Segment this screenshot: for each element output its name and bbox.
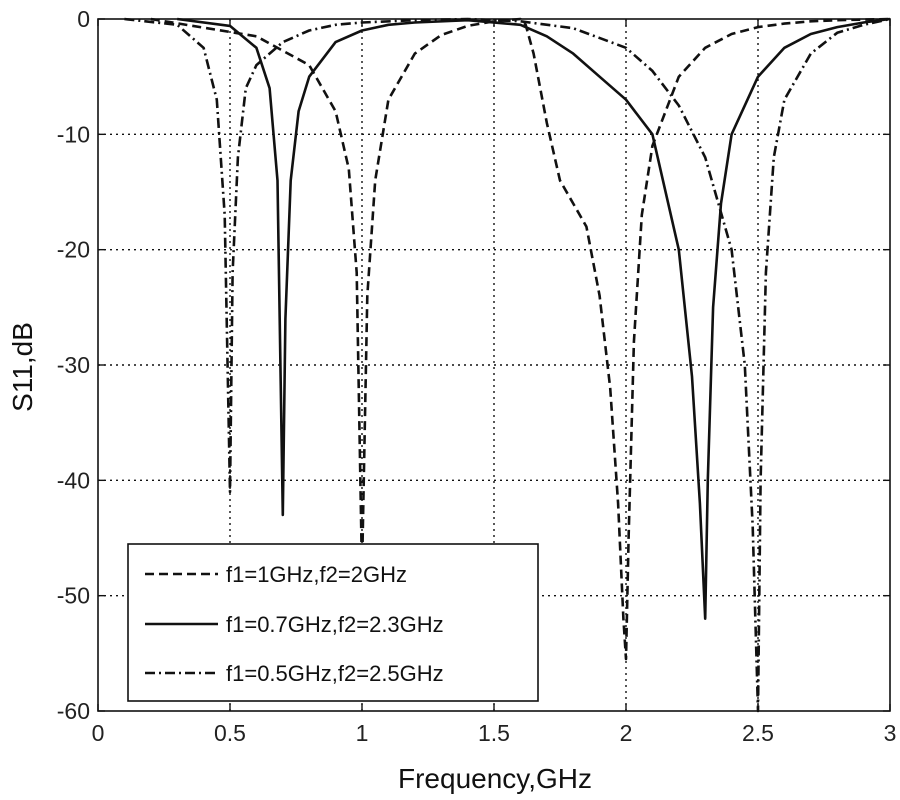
x-tick-label: 2 bbox=[620, 720, 633, 746]
series-line-1 bbox=[150, 17, 891, 661]
series-layer bbox=[124, 17, 891, 713]
x-tick-label: 0 bbox=[92, 720, 105, 746]
legend-items: f1=1GHz,f2=2GHz f1=0.7GHz,f2=2.3GHz f1=0.5… bbox=[145, 562, 444, 686]
x-tick-label: 1.5 bbox=[478, 720, 510, 746]
y-tick-label: -20 bbox=[57, 237, 90, 263]
y-tick-label: -40 bbox=[57, 467, 90, 493]
axis-ticks bbox=[97, 18, 891, 712]
tick-labels: 0 0.5 1 1.5 2 2.5 3 0 -10 -20 -30 -40 -50 -60 bbox=[57, 6, 897, 746]
x-tick-label: 0.5 bbox=[214, 720, 246, 746]
series-line-3 bbox=[124, 17, 891, 713]
legend-label-3: f1=0.5GHz,f2=2.5GHz bbox=[226, 661, 444, 686]
y-tick-label: -60 bbox=[57, 698, 90, 724]
legend-label-1: f1=1GHz,f2=2GHz bbox=[226, 562, 407, 587]
legend-box bbox=[127, 543, 539, 702]
legend-label-2: f1=0.7GHz,f2=2.3GHz bbox=[226, 612, 444, 637]
legend: f1=1GHz,f2=2GHz f1=0.7GHz,f2=2.3GHz f1=0.5… bbox=[127, 543, 539, 702]
y-tick-label: -50 bbox=[57, 583, 90, 609]
y-axis-label: S11,dB bbox=[7, 322, 38, 412]
y-tick-label: -30 bbox=[57, 352, 90, 378]
y-tick-label: 0 bbox=[77, 6, 90, 32]
x-axis-label: Frequency,GHz bbox=[398, 763, 592, 794]
x-tick-label: 1 bbox=[356, 720, 369, 746]
x-tick-label: 3 bbox=[884, 720, 897, 746]
series-line-2 bbox=[177, 17, 891, 621]
x-tick-label: 2.5 bbox=[742, 720, 774, 746]
grid bbox=[98, 19, 890, 711]
y-tick-label: -10 bbox=[57, 121, 90, 147]
